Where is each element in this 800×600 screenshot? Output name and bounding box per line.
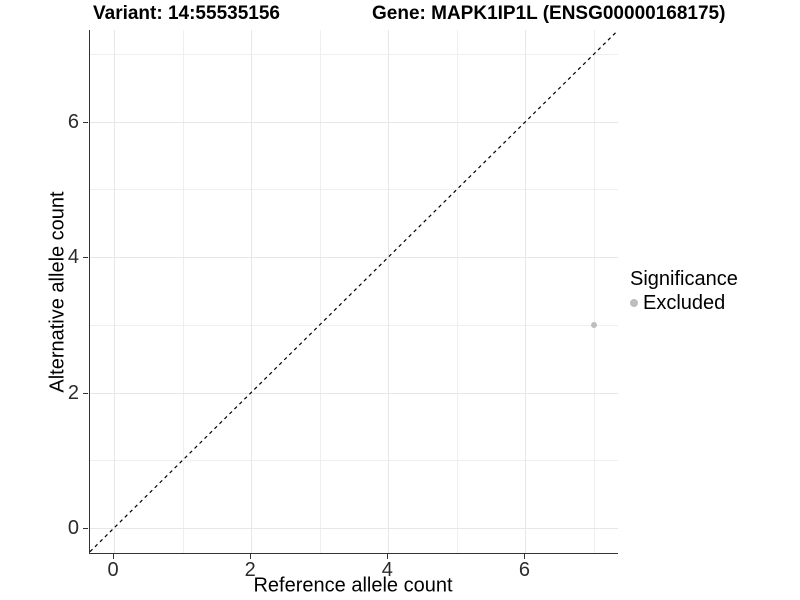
x-tick-label: 0: [107, 559, 119, 581]
major-gridline-x: [525, 30, 527, 553]
x-tick-mark: [524, 554, 526, 559]
minor-gridline-x: [456, 30, 458, 553]
x-tick-mark: [387, 554, 389, 559]
legend-item-label: Excluded: [643, 292, 726, 314]
y-tick-mark: [83, 121, 88, 123]
y-tick-mark: [83, 392, 88, 394]
y-tick-label: 4: [67, 246, 79, 269]
x-tick-mark: [113, 554, 114, 559]
y-tick-label: 0: [67, 517, 79, 539]
x-tick-mark: [250, 554, 252, 559]
y-tick-mark: [83, 528, 88, 529]
y-tick-label: 2: [67, 381, 79, 404]
major-gridline-x: [114, 30, 115, 553]
major-gridline-y: [90, 257, 618, 259]
minor-gridline-x: [593, 30, 595, 553]
minor-gridline-y: [90, 460, 618, 462]
major-gridline-y: [90, 528, 618, 529]
x-tick-label: 2: [244, 559, 256, 581]
plot-title-gene: Gene: MAPK1IP1L (ENSG00000168175): [372, 3, 726, 24]
plot-panel: [89, 29, 619, 554]
minor-gridline-y: [90, 54, 618, 56]
legend: Significance Excluded: [630, 268, 738, 314]
identity-reference-line: [89, 29, 619, 553]
major-gridline-x: [388, 30, 390, 553]
major-gridline-x: [251, 30, 253, 553]
y-axis-title: Alternative allele count: [46, 191, 69, 393]
legend-item-excluded: Excluded: [630, 292, 738, 314]
x-tick-label: 6: [518, 559, 530, 581]
major-gridline-y: [90, 121, 618, 123]
minor-gridline-x: [182, 30, 184, 553]
y-tick-mark: [83, 257, 88, 259]
minor-gridline-y: [90, 324, 618, 326]
x-tick-label: 4: [381, 559, 393, 581]
x-axis-title: Reference allele count: [253, 574, 453, 597]
minor-gridline-y: [90, 189, 618, 191]
plot-title-variant: Variant: 14:55535156: [93, 3, 280, 24]
minor-gridline-x: [319, 30, 321, 553]
data-point: [590, 321, 597, 328]
major-gridline-y: [90, 392, 618, 394]
legend-title: Significance: [630, 268, 738, 290]
excluded-point-swatch: [630, 299, 638, 307]
y-tick-label: 6: [67, 110, 79, 133]
